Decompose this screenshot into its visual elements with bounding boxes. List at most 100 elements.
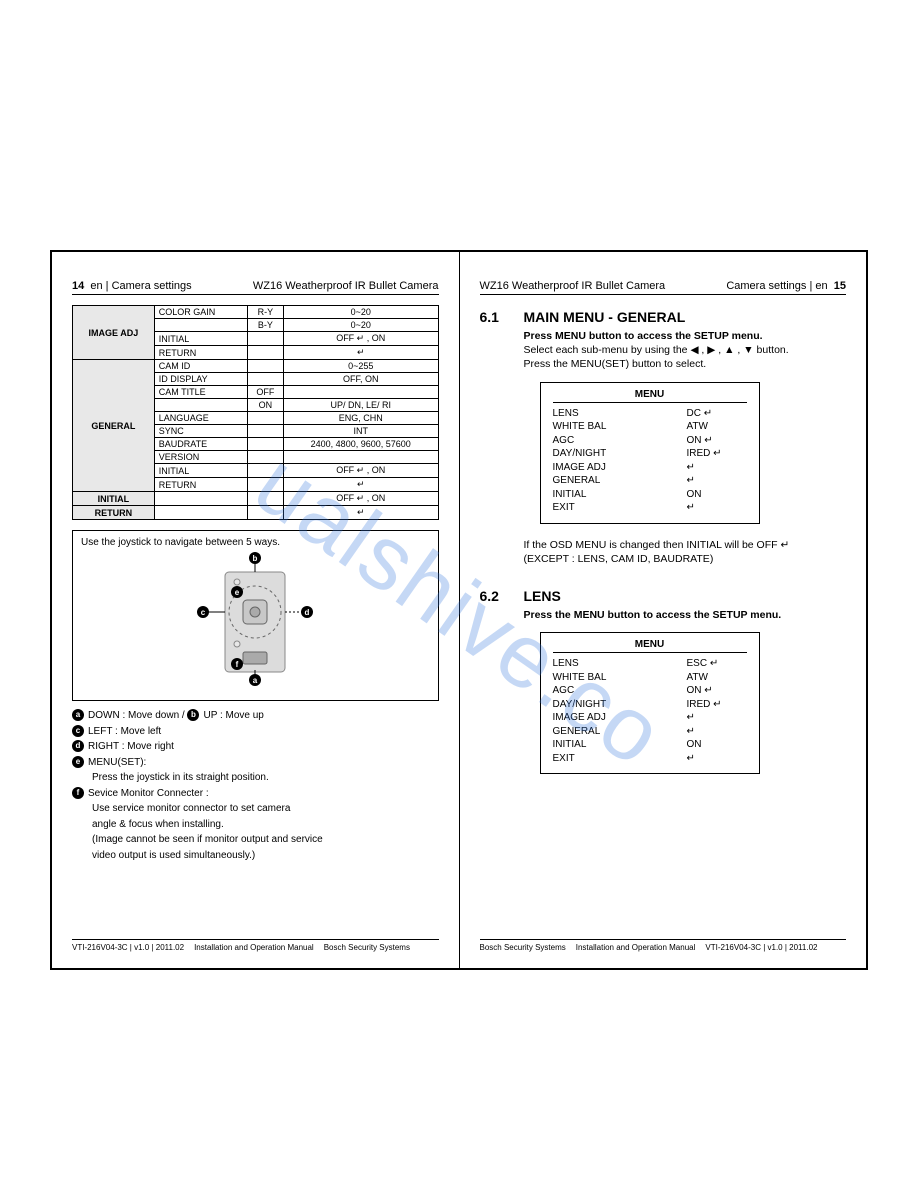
menu1-title: MENU bbox=[553, 389, 747, 403]
joystick-illustration: b c d e a f bbox=[81, 552, 430, 692]
table-subitem: LANGUAGE bbox=[154, 412, 247, 425]
legend-bullet-icon: e bbox=[72, 756, 84, 768]
table-value: OFF ↵ , ON bbox=[283, 464, 438, 478]
joystick-box: Use the joystick to navigate between 5 w… bbox=[72, 530, 439, 701]
legend-row: Press the joystick in its straight posit… bbox=[72, 771, 439, 786]
table-subitem: INITIAL bbox=[154, 464, 247, 478]
page-num-15: 15 bbox=[834, 280, 846, 292]
page-15: WZ16 Weatherproof IR Bullet Camera Camer… bbox=[460, 252, 867, 968]
legend-text: Sevice Monitor Connecter : bbox=[88, 788, 209, 799]
legend-row: cLEFT : Move left bbox=[72, 725, 439, 740]
section-6-2-header: 6.2 LENS bbox=[480, 588, 847, 604]
s61-line1: Press MENU button to access the SETUP me… bbox=[524, 330, 763, 342]
header-left: 14 en | Camera settings WZ16 Weatherproo… bbox=[72, 280, 439, 295]
table-subitem: CAM TITLE bbox=[154, 386, 247, 399]
page-14: 14 en | Camera settings WZ16 Weatherproo… bbox=[52, 252, 460, 968]
table-category: GENERAL bbox=[73, 360, 155, 492]
settings-table: IMAGE ADJCOLOR GAINR-Y0~20B-Y0~20INITIAL… bbox=[72, 305, 439, 520]
menu-value: IRED ↵ bbox=[687, 447, 747, 461]
joystick-title: Use the joystick to navigate between 5 w… bbox=[81, 537, 430, 548]
menu-value: ↵ bbox=[687, 711, 747, 725]
table-value: INT bbox=[283, 425, 438, 438]
legend-text: MENU(SET): bbox=[88, 757, 146, 768]
menu-value: ATW bbox=[687, 671, 747, 685]
footer-right-a: Bosch Security Systems bbox=[480, 943, 566, 952]
menu-value: ↵ bbox=[687, 474, 747, 488]
legend-indent: angle & focus when installing. bbox=[72, 818, 439, 833]
menu-key: DAY/NIGHT bbox=[553, 447, 687, 461]
table-category: INITIAL bbox=[73, 492, 155, 506]
footer-right-b: Installation and Operation Manual bbox=[576, 943, 696, 952]
menu-row: EXIT↵ bbox=[553, 752, 747, 766]
footer-left-a: VTI-216V04-3C | v1.0 | 2011.02 bbox=[72, 943, 184, 952]
menu-value: ON bbox=[687, 738, 747, 752]
svg-text:d: d bbox=[305, 608, 310, 617]
footer-left-c: Bosch Security Systems bbox=[324, 943, 410, 952]
legend-text: DOWN : Move down / bbox=[88, 710, 187, 721]
table-mid bbox=[247, 478, 283, 492]
section-6-2-body: Press the MENU button to access the SETU… bbox=[524, 608, 847, 622]
section-6-1-body: Press MENU button to access the SETUP me… bbox=[524, 329, 847, 372]
section-num-6-2: 6.2 bbox=[480, 588, 508, 604]
table-mid bbox=[247, 464, 283, 478]
legend-row: e MENU(SET): bbox=[72, 756, 439, 771]
table-value bbox=[283, 386, 438, 399]
table-value: 0~255 bbox=[283, 360, 438, 373]
product-name-left: WZ16 Weatherproof IR Bullet Camera bbox=[253, 280, 439, 292]
table-value: 0~20 bbox=[283, 319, 438, 332]
menu-key: AGC bbox=[553, 434, 687, 448]
table-subitem: CAM ID bbox=[154, 360, 247, 373]
legend-bullet-icon: d bbox=[72, 740, 84, 752]
note-61: If the OSD MENU is changed then INITIAL … bbox=[524, 538, 847, 566]
table-subitem bbox=[154, 492, 247, 506]
legend-text: UP : Move up bbox=[203, 710, 263, 721]
svg-text:c: c bbox=[201, 608, 206, 617]
table-mid bbox=[247, 506, 283, 520]
menu-row: GENERAL↵ bbox=[553, 725, 747, 739]
menu-key: EXIT bbox=[553, 501, 687, 515]
arrow-symbols: ◀ , ▶ , ▲ , ▼ bbox=[690, 344, 753, 356]
table-subitem: RETURN bbox=[154, 346, 247, 360]
table-mid bbox=[247, 451, 283, 464]
legend-bullet-icon: f bbox=[72, 787, 84, 799]
document-frame: ualshive.co 14 en | Camera settings WZ16… bbox=[50, 250, 868, 970]
table-mid bbox=[247, 438, 283, 451]
menu-row: EXIT↵ bbox=[553, 501, 747, 515]
legend-text: RIGHT : Move right bbox=[88, 741, 174, 752]
header-right: WZ16 Weatherproof IR Bullet Camera Camer… bbox=[480, 280, 847, 295]
table-subitem: BAUDRATE bbox=[154, 438, 247, 451]
svg-text:e: e bbox=[235, 588, 240, 597]
table-value: ↵ bbox=[283, 478, 438, 492]
legend-row: (Image cannot be seen if monitor output … bbox=[72, 833, 439, 848]
menu-key: WHITE BAL bbox=[553, 671, 687, 685]
page-num-14: 14 en | Camera settings bbox=[72, 280, 192, 292]
section-label-left: en | Camera settings bbox=[90, 280, 191, 292]
menu-value: ON ↵ bbox=[687, 434, 747, 448]
legend-row: d RIGHT : Move right bbox=[72, 740, 439, 755]
menu-value: IRED ↵ bbox=[687, 698, 747, 712]
section-title-6-2: LENS bbox=[524, 588, 561, 604]
menu-value: ↵ bbox=[687, 725, 747, 739]
menu-row: DAY/NIGHTIRED ↵ bbox=[553, 698, 747, 712]
table-subitem: VERSION bbox=[154, 451, 247, 464]
legend-row: video output is used simultaneously.) bbox=[72, 849, 439, 864]
legend-row: aDOWN : Move down / bUP : Move up bbox=[72, 709, 439, 724]
table-subitem: INITIAL bbox=[154, 332, 247, 346]
table-subitem: SYNC bbox=[154, 425, 247, 438]
legend-indent: (Image cannot be seen if monitor output … bbox=[72, 833, 439, 848]
table-subitem: ID DISPLAY bbox=[154, 373, 247, 386]
menu-value: ↵ bbox=[687, 752, 747, 766]
menu-row: WHITE BALATW bbox=[553, 420, 747, 434]
table-mid bbox=[247, 332, 283, 346]
menu2-title: MENU bbox=[553, 639, 747, 653]
menu-box-1: MENU LENSDC ↵WHITE BALATWAGCON ↵DAY/NIGH… bbox=[540, 382, 760, 524]
legend-text: LEFT : Move left bbox=[88, 726, 161, 737]
legend-row: f Sevice Monitor Connecter : bbox=[72, 787, 439, 802]
menu-row: DAY/NIGHTIRED ↵ bbox=[553, 447, 747, 461]
table-category: RETURN bbox=[73, 506, 155, 520]
table-mid: OFF bbox=[247, 386, 283, 399]
footer-left-b: Installation and Operation Manual bbox=[194, 943, 314, 952]
footer-right-c: VTI-216V04-3C | v1.0 | 2011.02 bbox=[705, 943, 817, 952]
table-subitem bbox=[154, 506, 247, 520]
menu-row: LENSDC ↵ bbox=[553, 407, 747, 421]
